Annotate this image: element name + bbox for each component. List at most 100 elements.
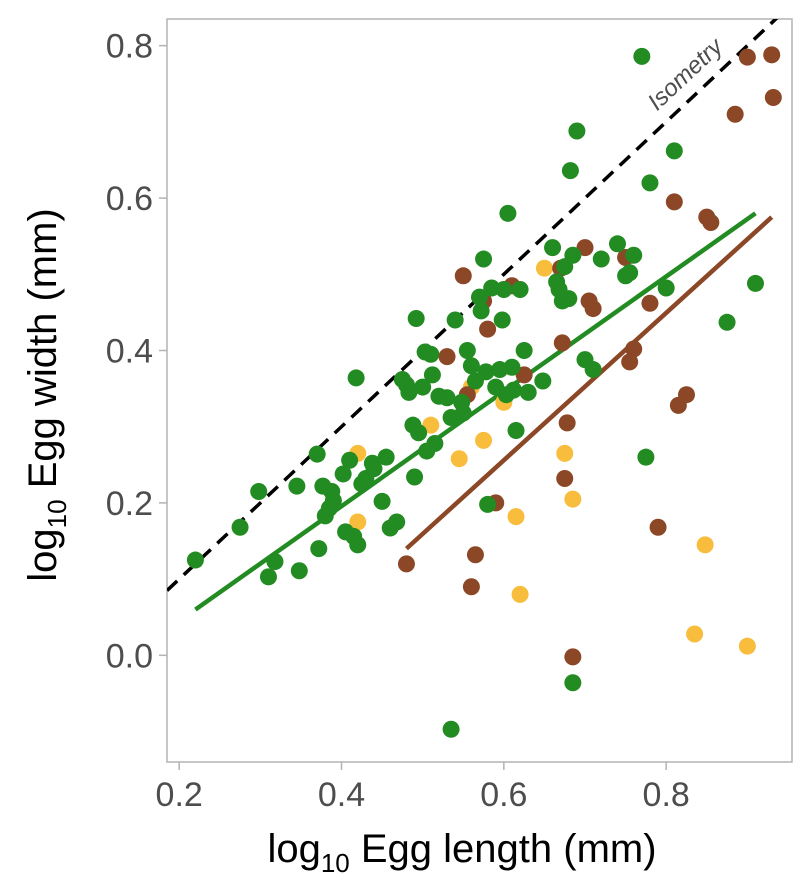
data-point: [738, 637, 756, 655]
data-point: [625, 340, 643, 358]
data-point: [438, 389, 456, 407]
data-point: [462, 578, 480, 596]
y-tick-label: 0.8: [106, 28, 153, 66]
data-point: [466, 546, 484, 564]
data-point: [288, 477, 306, 495]
data-point: [561, 162, 579, 180]
data-point: [475, 431, 493, 449]
data-point: [560, 290, 578, 308]
data-point: [349, 513, 367, 531]
data-point: [657, 279, 675, 297]
data-point: [665, 193, 683, 211]
data-point: [422, 416, 440, 434]
data-points-layer: [186, 46, 782, 738]
data-point: [472, 302, 490, 320]
data-point: [349, 536, 367, 554]
data-point: [556, 470, 574, 488]
data-point: [564, 648, 582, 666]
data-point: [365, 460, 383, 478]
data-point: [718, 313, 736, 331]
x-axis-title: log10 Egg length (mm): [267, 827, 656, 878]
data-point: [556, 444, 574, 462]
data-point: [422, 345, 440, 363]
data-point: [519, 383, 537, 401]
data-point: [477, 363, 495, 381]
data-point: [564, 246, 582, 264]
data-point: [553, 334, 571, 352]
data-point: [186, 551, 204, 569]
data-point: [406, 468, 424, 486]
data-point: [493, 311, 511, 329]
data-point: [266, 553, 284, 571]
data-point: [290, 562, 308, 580]
data-point: [696, 536, 714, 554]
data-point: [310, 540, 328, 558]
data-point: [641, 294, 659, 312]
data-point: [471, 288, 488, 306]
data-point: [534, 372, 552, 390]
data-point: [564, 674, 582, 692]
data-point: [641, 174, 659, 192]
y-axis-title: log10 Egg width (mm): [21, 208, 72, 581]
data-point: [507, 422, 525, 440]
data-point: [400, 383, 418, 401]
data-point: [763, 46, 781, 64]
data-point: [621, 264, 639, 282]
data-point: [726, 105, 744, 123]
data-point: [515, 366, 533, 384]
fit-lines-layer: [194, 211, 774, 612]
data-point: [442, 720, 460, 738]
plot-panel: [166, 18, 793, 763]
x-tick-label: 0.4: [318, 776, 365, 814]
y-tick-label: 0.4: [106, 332, 153, 370]
data-point: [475, 250, 493, 268]
data-point: [450, 450, 468, 468]
regression-line: [404, 215, 774, 551]
data-point: [637, 448, 655, 466]
data-point: [341, 451, 359, 469]
data-point: [649, 518, 667, 536]
data-point: [584, 361, 602, 379]
data-point: [511, 281, 529, 299]
data-point: [479, 495, 497, 513]
data-point: [373, 492, 391, 510]
data-point: [499, 204, 517, 222]
data-point: [568, 122, 586, 140]
isometry-line-layer: [167, 19, 779, 592]
data-point: [535, 259, 553, 277]
isometry-line: [167, 19, 779, 592]
data-point: [377, 448, 395, 466]
data-point: [625, 246, 643, 264]
data-point: [324, 492, 342, 510]
data-point: [511, 585, 529, 603]
x-tick-label: 0.6: [480, 776, 527, 814]
data-point: [608, 235, 626, 253]
data-point: [633, 47, 651, 65]
data-point: [576, 239, 594, 257]
data-point: [407, 309, 425, 327]
data-point: [564, 490, 582, 508]
data-point: [388, 513, 406, 531]
data-point: [558, 414, 576, 432]
data-point: [544, 239, 562, 257]
data-point: [414, 378, 432, 396]
data-point: [438, 348, 456, 366]
data-point: [702, 213, 720, 231]
data-point: [462, 357, 480, 375]
y-axis: 0.0 0.2 0.4 0.6 0.8: [106, 28, 167, 675]
data-point: [479, 320, 497, 338]
y-tick-label: 0.2: [106, 485, 153, 523]
data-point: [503, 358, 521, 376]
data-point: [515, 341, 533, 359]
data-point: [308, 445, 326, 463]
data-point: [347, 369, 365, 387]
data-point: [458, 341, 476, 359]
data-point: [505, 381, 523, 399]
data-point: [677, 386, 695, 404]
data-point: [426, 434, 444, 452]
data-point: [686, 625, 704, 643]
y-tick-label: 0.0: [106, 637, 153, 675]
x-tick-label: 0.8: [643, 776, 690, 814]
regression-line: [194, 211, 757, 612]
